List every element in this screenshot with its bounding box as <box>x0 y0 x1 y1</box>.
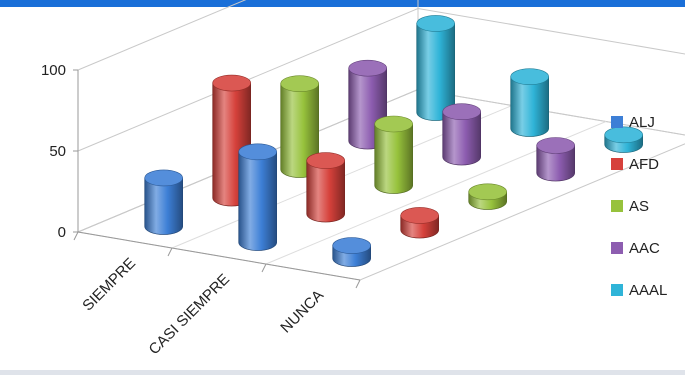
category-label: CASI SIEMPRE <box>146 271 233 358</box>
y-tick-label: 100 <box>41 62 66 79</box>
bar-afd-2 <box>306 152 346 223</box>
legend-swatch <box>611 242 623 254</box>
legend-item-aac: AAC <box>611 240 660 257</box>
legend-swatch <box>611 158 623 170</box>
cylinder-top <box>536 137 576 154</box>
legend-label: AAC <box>629 240 660 257</box>
bar-as-3 <box>468 183 508 210</box>
chart-bars <box>144 15 644 267</box>
y-axis: 0 50 100 <box>41 62 79 241</box>
cylinder-top <box>280 75 320 92</box>
legend-label: AAAL <box>629 282 667 299</box>
cylinder-top <box>306 152 346 169</box>
bar-aac-2 <box>442 103 482 166</box>
cylinder-body <box>374 123 413 194</box>
bar-aaal-2 <box>510 68 550 137</box>
cylinder-body <box>536 145 575 182</box>
bar-as-1 <box>280 75 320 178</box>
bar-alj-1 <box>144 169 183 235</box>
cylinder-top <box>468 183 508 201</box>
legend-label: AS <box>629 198 649 215</box>
bar-as-2 <box>374 115 414 194</box>
x-axis-line <box>77 231 361 281</box>
legend-label: AFD <box>629 156 659 173</box>
bar-alj-3 <box>332 237 372 267</box>
cylinder-top <box>510 68 550 86</box>
cylinder-body <box>442 111 481 166</box>
legend-item-aaal: AAAL <box>611 282 667 299</box>
cylinder-top <box>212 74 251 92</box>
gridline <box>77 0 247 71</box>
x-tick <box>355 279 361 289</box>
cylinder-top <box>400 207 440 224</box>
cylinder-top <box>238 143 278 161</box>
y-tick-label: 50 <box>49 143 66 160</box>
cylinder-top <box>348 59 388 77</box>
bar-alj-2 <box>238 143 278 251</box>
category-label: SIEMPRE <box>79 255 139 315</box>
x-tick <box>261 263 267 273</box>
legend-item-as: AS <box>611 198 649 215</box>
bar-aaal-1 <box>416 15 456 121</box>
legend-item-afd: AFD <box>611 156 659 173</box>
cylinder-top <box>442 103 482 120</box>
footer-bar <box>0 370 685 375</box>
bar-aaal-3 <box>604 126 644 153</box>
x-tick <box>167 247 173 257</box>
y-tick-label: 0 <box>58 224 66 241</box>
cylinder-top <box>416 15 456 32</box>
legend-swatch <box>611 284 623 296</box>
x-tick <box>73 231 79 241</box>
legend-item-alj: ALJ <box>611 114 655 131</box>
cylinder-body <box>510 76 549 137</box>
gridline <box>77 7 685 152</box>
category-label: NUNCA <box>277 287 327 337</box>
cylinder-top <box>604 126 644 144</box>
bar-afd-3 <box>400 207 440 239</box>
cylinder-body <box>144 177 183 235</box>
legend-label: ALJ <box>629 114 655 131</box>
legend-swatch <box>611 116 623 128</box>
header-bar <box>0 0 685 7</box>
x-axis: SIEMPRE CASI SIEMPRE NUNCA <box>73 231 361 358</box>
cylinder-body <box>238 151 277 251</box>
cylinder-top <box>144 169 183 187</box>
cylinder-top <box>332 237 372 254</box>
cylinder-top <box>374 115 414 133</box>
legend-swatch <box>611 200 623 212</box>
cylinder-body <box>306 160 345 223</box>
bar-aac-3 <box>536 137 576 182</box>
legend: ALJ AFD AS AAC AAAL <box>611 114 667 299</box>
